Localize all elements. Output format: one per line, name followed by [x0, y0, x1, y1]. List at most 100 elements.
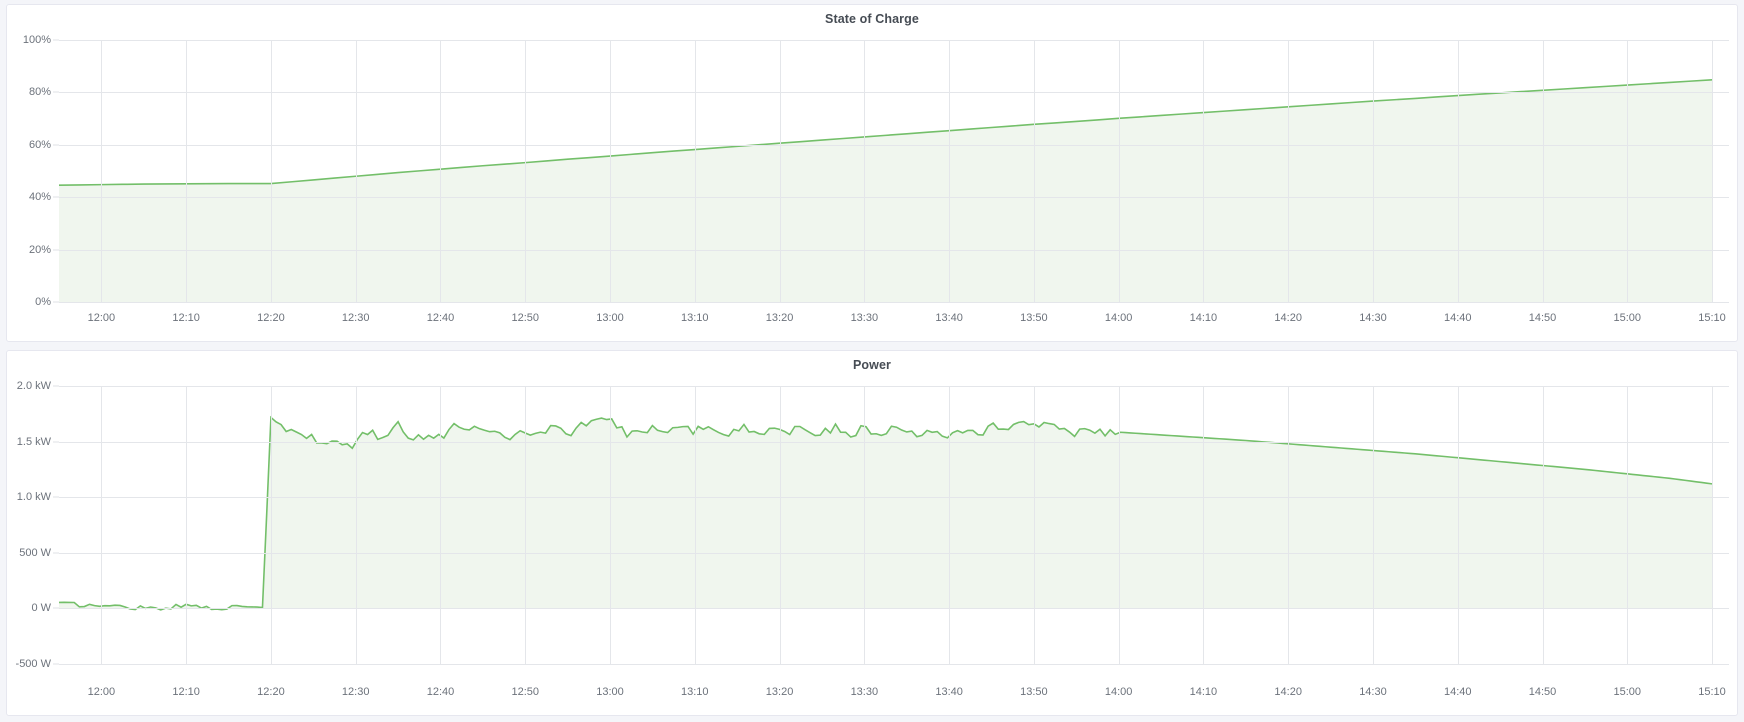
y-axis-tick-mark	[53, 496, 59, 498]
gridline-horizontal	[59, 608, 1729, 610]
panel-state-of-charge[interactable]: State of Charge 100% 80% 60% 40% 20% 0% 12:00…	[6, 4, 1738, 342]
plot-state-of-charge[interactable]: 100% 80% 60% 40% 20% 0% 12:00 12:10 12:20 12:30 1…	[7, 26, 1737, 326]
gridline-vertical	[1372, 40, 1374, 302]
panel-title-state-of-charge: State of Charge	[825, 12, 919, 26]
gridline-vertical	[1288, 40, 1290, 302]
gridline-vertical	[949, 386, 951, 664]
y-axis-tick-mark	[53, 607, 59, 609]
gridline-horizontal	[59, 92, 1729, 94]
panel-title-power: Power	[852, 358, 891, 372]
gridline-vertical	[1457, 386, 1459, 664]
gridline-vertical	[355, 386, 357, 664]
x-axis-tick-label: 12:50	[511, 312, 539, 324]
y-axis-tick-label: 1.0 kW	[16, 491, 51, 504]
gridline-vertical	[525, 40, 527, 302]
y-axis-tick-label: 0%	[35, 296, 51, 308]
gridline-vertical	[355, 40, 357, 302]
x-axis-tick-label: 13:00	[596, 686, 624, 698]
gridline-vertical	[1712, 386, 1714, 664]
gridline-vertical	[694, 386, 696, 664]
y-axis-tick-label: 80%	[28, 86, 51, 99]
x-axis-tick-label: 14:00	[1104, 312, 1133, 324]
gridline-horizontal	[59, 249, 1729, 251]
x-axis-tick-label: 14:20	[1274, 686, 1302, 698]
x-axis-tick-label: 14:20	[1274, 312, 1302, 324]
x-axis-tick-label: 12:30	[341, 312, 370, 324]
gridline-vertical	[1118, 386, 1120, 664]
gridline-horizontal	[59, 552, 1729, 554]
y-axis-tick-mark	[53, 552, 59, 554]
gridline-vertical	[949, 40, 951, 302]
gridline-vertical	[1542, 40, 1544, 302]
gridline-vertical	[270, 40, 272, 302]
x-axis-tick-label: 12:20	[257, 312, 285, 324]
gridline-vertical	[1542, 386, 1544, 664]
y-axis-tick-mark	[53, 91, 59, 93]
grid-power	[59, 386, 1729, 665]
gridline-vertical	[779, 40, 781, 302]
x-axis-tick-label: 13:40	[935, 686, 963, 698]
gridline-horizontal	[59, 386, 1729, 387]
x-axis-tick-label: 13:30	[850, 686, 879, 698]
gridline-horizontal	[59, 197, 1729, 199]
x-axis-tick-label: 14:30	[1359, 312, 1387, 324]
gridline-vertical	[1627, 40, 1629, 302]
x-axis-tick-label: 15:00	[1613, 312, 1642, 324]
gridline-vertical	[694, 40, 696, 302]
gridline-vertical	[1033, 386, 1035, 664]
x-axis-tick-label: 14:40	[1443, 686, 1472, 698]
x-axis-tick-label: 15:10	[1698, 312, 1726, 324]
panel-power[interactable]: Power 2.0 kW 1.5 kW 1.0 kW 500 W 0 W -500 W 1…	[6, 350, 1738, 716]
gridline-horizontal	[59, 40, 1729, 41]
y-axis-tick-mark	[53, 301, 59, 303]
gridline-horizontal	[59, 144, 1729, 146]
y-axis-tick-label: 1.5 kW	[16, 435, 51, 448]
y-axis-tick-label: -500 W	[15, 658, 51, 670]
y-axis-tick-mark	[53, 144, 59, 146]
x-axis-tick-label: 14:30	[1359, 686, 1387, 698]
y-axis-tick-label: 40%	[28, 191, 51, 204]
x-axis-tick-label: 12:30	[341, 686, 370, 698]
gridline-vertical	[864, 386, 866, 664]
gridline-vertical	[1627, 386, 1629, 664]
gridline-vertical	[101, 40, 103, 302]
x-axis-tick-label: 12:10	[172, 312, 200, 324]
y-axis-tick-mark	[53, 249, 59, 251]
gridline-vertical	[186, 386, 188, 664]
x-axis-tick-label: 13:20	[765, 686, 794, 698]
x-axis-tick-label: 12:10	[172, 686, 200, 698]
y-axis-tick-mark	[53, 663, 59, 665]
gridline-vertical	[101, 386, 103, 664]
y-axis-tick-label: 100%	[22, 34, 51, 46]
x-axis-tick-label: 12:50	[511, 686, 539, 698]
gridline-horizontal	[59, 664, 1729, 665]
x-axis-tick-label: 14:50	[1528, 686, 1557, 698]
x-axis-tick-label: 12:40	[426, 312, 455, 324]
y-axis-power: 2.0 kW 1.5 kW 1.0 kW 500 W 0 W -500 W	[7, 372, 59, 702]
x-axis-tick-label: 14:50	[1528, 312, 1557, 324]
x-axis-tick-label: 13:00	[596, 312, 624, 324]
y-axis-tick-mark	[53, 39, 59, 41]
gridline-horizontal	[59, 302, 1729, 303]
gridline-horizontal	[59, 441, 1729, 443]
gridline-vertical	[1457, 40, 1459, 302]
gridline-vertical	[1712, 40, 1714, 302]
x-axis-tick-label: 14:10	[1189, 686, 1218, 698]
grid-state-of-charge	[59, 40, 1729, 303]
gridline-vertical	[1033, 40, 1035, 302]
x-axis-tick-label: 15:00	[1613, 686, 1642, 698]
x-axis-tick-label: 12:00	[87, 312, 116, 324]
x-axis-tick-label: 13:40	[935, 312, 963, 324]
y-axis-tick-label: 0 W	[31, 602, 51, 615]
x-axis-tick-label: 14:40	[1443, 312, 1472, 324]
gridline-vertical	[1288, 386, 1290, 664]
gridline-vertical	[1203, 40, 1205, 302]
gridline-vertical	[1203, 386, 1205, 664]
y-axis-tick-label: 500 W	[19, 546, 51, 559]
plot-power[interactable]: 2.0 kW 1.5 kW 1.0 kW 500 W 0 W -500 W 12:00 12…	[7, 372, 1737, 702]
y-axis-tick-label: 60%	[28, 138, 51, 151]
x-axis-tick-label: 13:10	[681, 312, 709, 324]
y-axis-tick-mark	[53, 196, 59, 198]
x-axis-tick-label: 15:10	[1698, 686, 1726, 698]
